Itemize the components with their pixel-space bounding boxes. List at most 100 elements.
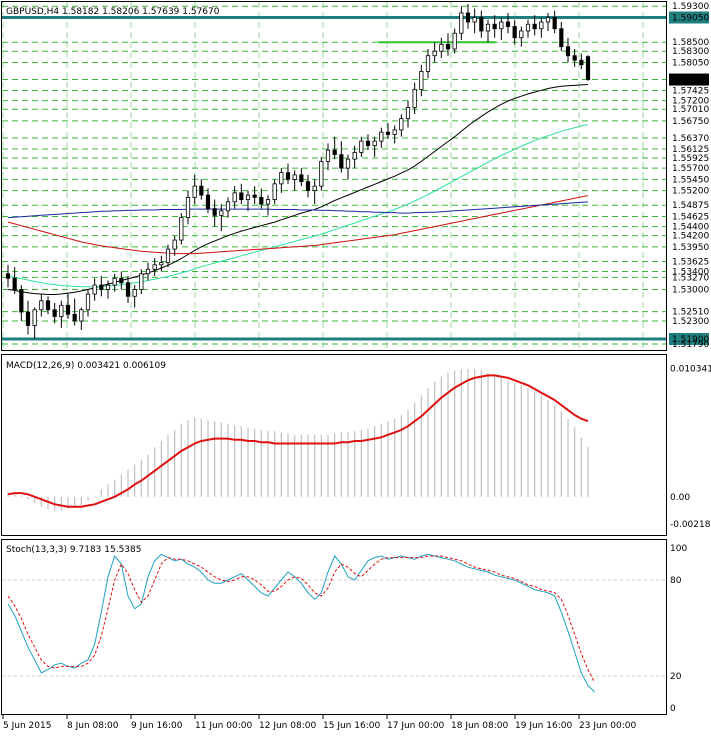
price-tick-label: 1.58500 — [672, 38, 709, 48]
candle-body — [259, 196, 264, 205]
candle-body — [352, 151, 357, 160]
candle — [559, 21, 564, 52]
price-tick-label: 1.51900 — [672, 335, 709, 345]
time-tick-label: 18 Jun 08:00 — [451, 721, 508, 731]
stoch-signal-line — [7, 555, 596, 683]
candle — [159, 255, 164, 272]
candle — [105, 280, 111, 299]
candle-body — [559, 28, 564, 48]
candle-body — [92, 284, 97, 295]
candle-body — [112, 277, 117, 286]
candle — [439, 37, 444, 58]
candle — [45, 296, 51, 315]
candle — [292, 170, 297, 191]
price-pane — [1, 1, 667, 351]
moving-average-lines — [7, 84, 589, 295]
candle — [512, 19, 517, 45]
candle-body — [459, 12, 464, 34]
candle-body — [452, 32, 457, 50]
price-tick-label: 1.54400 — [672, 223, 709, 233]
candle — [205, 188, 211, 214]
candle — [505, 12, 511, 34]
candle — [152, 258, 157, 277]
candle-body — [179, 217, 184, 241]
candle — [72, 298, 77, 326]
candle — [532, 15, 537, 36]
stoch-axis: 100 80 20 0 — [670, 544, 687, 714]
candle — [525, 19, 531, 38]
price-tick-label: 1.59300 — [672, 2, 709, 12]
candle-body — [572, 55, 577, 61]
time-tick-label: 12 Jun 08:00 — [259, 721, 316, 731]
candle — [499, 17, 504, 40]
candle — [192, 174, 197, 205]
price-title: GBPUSD,H4 1.58182 1.58206 1.57639 1.5767… — [6, 7, 220, 17]
candle — [99, 276, 104, 297]
candle — [165, 244, 171, 268]
candle-body — [305, 181, 311, 192]
candle-body — [225, 201, 231, 212]
candle-body — [172, 239, 177, 250]
candle-body — [165, 248, 171, 263]
stoch-pane — [1, 539, 667, 715]
candle — [185, 190, 191, 225]
candle-body — [339, 154, 344, 169]
level-price-box — [669, 11, 709, 24]
price-tick-label: 1.53000 — [672, 286, 709, 296]
price-grid — [2, 5, 666, 345]
candle-body — [525, 23, 531, 32]
candle — [459, 6, 464, 40]
candle — [332, 136, 337, 160]
time-tick-label: 19 Jun 16:00 — [515, 721, 572, 731]
candle — [52, 303, 57, 324]
moving-average-line — [7, 84, 589, 295]
candle — [199, 179, 204, 200]
candle — [472, 8, 477, 34]
candle-body — [485, 23, 491, 32]
macd-pane — [1, 354, 667, 536]
price-tick-label: 1.54875 — [672, 201, 709, 211]
candle — [139, 269, 144, 295]
candle-body — [585, 56, 591, 80]
candle — [352, 145, 357, 169]
macd-title: MACD(12,26,9) 0.003421 0.006109 — [6, 361, 166, 371]
candle-body — [299, 174, 304, 183]
candle-body — [105, 284, 111, 290]
candle-body — [492, 23, 497, 30]
candle — [19, 285, 24, 322]
candle-body — [205, 194, 211, 210]
candle-body — [32, 309, 37, 326]
time-tick-label: 15 Jun 16:00 — [323, 721, 380, 731]
price-tick-label: 1.55925 — [672, 154, 709, 164]
time-tick-label: 11 Jun 00:00 — [195, 721, 252, 731]
candle-body — [192, 185, 197, 198]
price-tick-label: 1.55700 — [672, 164, 709, 174]
macd-tick-label: 0.00 — [670, 493, 690, 503]
candle-body — [432, 50, 437, 57]
macd-signal-polyline — [7, 374, 589, 508]
candle-body — [312, 185, 317, 192]
candle — [132, 285, 137, 308]
price-tick-label: 1.53400 — [672, 268, 709, 278]
candle — [25, 300, 31, 335]
time-tick-label: 5 Jun 2015 — [3, 721, 51, 731]
time-tick-label: 23 Jun 00:00 — [579, 721, 636, 731]
candle-body — [512, 26, 517, 39]
candle-body — [59, 304, 64, 317]
candle-body — [232, 192, 237, 203]
candle — [92, 278, 97, 301]
candle — [85, 289, 91, 317]
candle — [252, 186, 257, 205]
candle — [79, 307, 84, 331]
candle — [545, 12, 551, 31]
price-tick-label: 1.52510 — [672, 308, 709, 318]
candle — [425, 48, 431, 79]
candle-body — [219, 210, 224, 216]
level-price-box — [669, 333, 709, 346]
candle — [365, 134, 371, 151]
candle — [339, 141, 344, 173]
price-tick-label: 1.56750 — [672, 117, 709, 127]
